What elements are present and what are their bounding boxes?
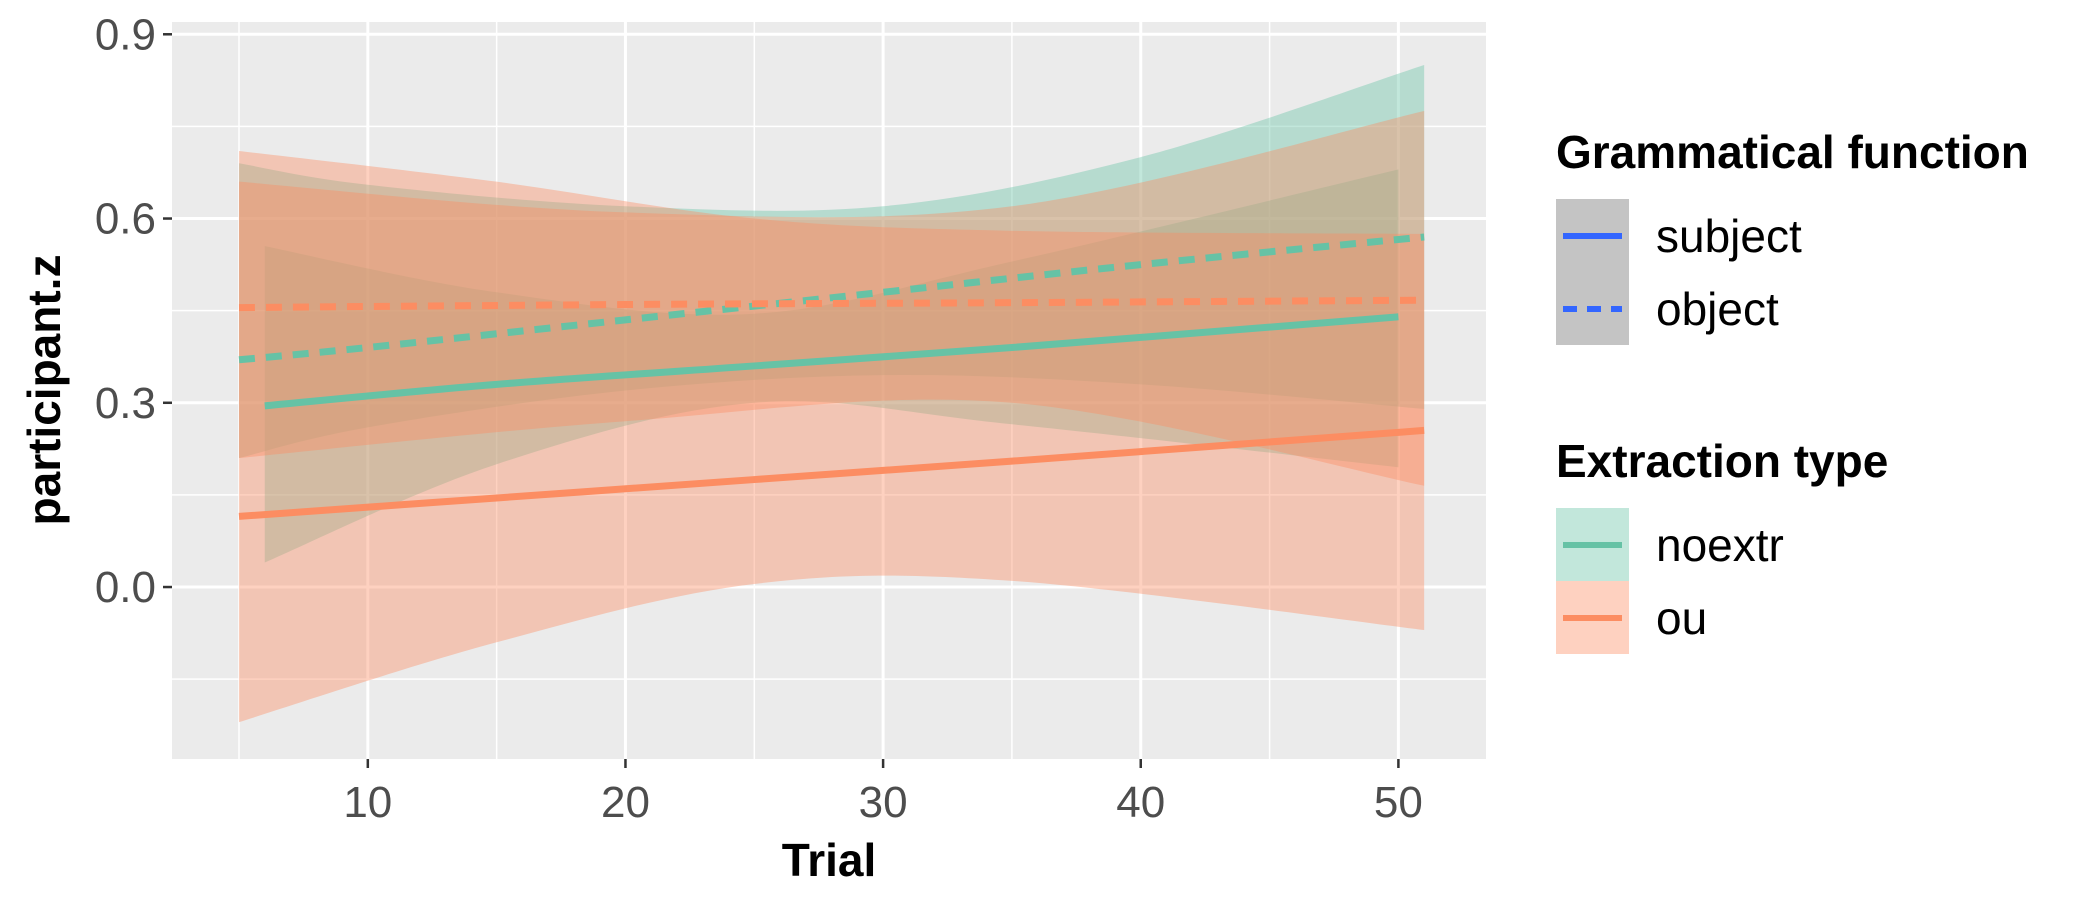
x-tick-label-3: 40 <box>1116 778 1165 827</box>
series-lines <box>238 233 1425 520</box>
legend-label-subject: subject <box>1656 210 1802 262</box>
ribbon-noextr-object <box>238 64 1425 459</box>
x-tick-label-4: 50 <box>1374 778 1423 827</box>
y-tick-label-2: 0.6 <box>95 195 156 244</box>
ribbon-ou-subject <box>238 150 1425 723</box>
ribbon-noextr-subject <box>264 169 1399 563</box>
line-ou-object <box>238 296 1425 312</box>
grid-minor <box>172 22 1486 759</box>
legend-label-ou: ou <box>1656 592 1707 644</box>
legend-title-extraction-type: Extraction type <box>1556 435 1888 487</box>
line-ou-subject <box>238 426 1425 520</box>
legend-title-grammatical-function: Grammatical function <box>1556 126 2029 178</box>
y-tick-label-0: 0.0 <box>95 563 156 612</box>
x-axis-title: Trial <box>782 834 877 886</box>
x-tick-label-0: 10 <box>343 778 392 827</box>
legend-label-noextr: noextr <box>1656 519 1784 571</box>
y-tick-label-3: 0.9 <box>95 10 156 59</box>
legend-extraction-type: Extraction type noextr ou <box>1556 435 1888 654</box>
y-axis-title: participant.z <box>18 255 70 526</box>
line-noextr-subject <box>264 313 1399 410</box>
x-tick-label-1: 20 <box>601 778 650 827</box>
x-tick-label-2: 30 <box>859 778 908 827</box>
legend-label-object: object <box>1656 283 1779 335</box>
legend-grammatical-function: Grammatical function subject object <box>1556 126 2029 345</box>
axes: 10 20 30 40 50 0.0 0.3 0.6 0.9 <box>95 10 1423 827</box>
y-tick-label-1: 0.3 <box>95 379 156 428</box>
line-noextr-object <box>238 233 1425 364</box>
grid-major <box>172 22 1486 759</box>
